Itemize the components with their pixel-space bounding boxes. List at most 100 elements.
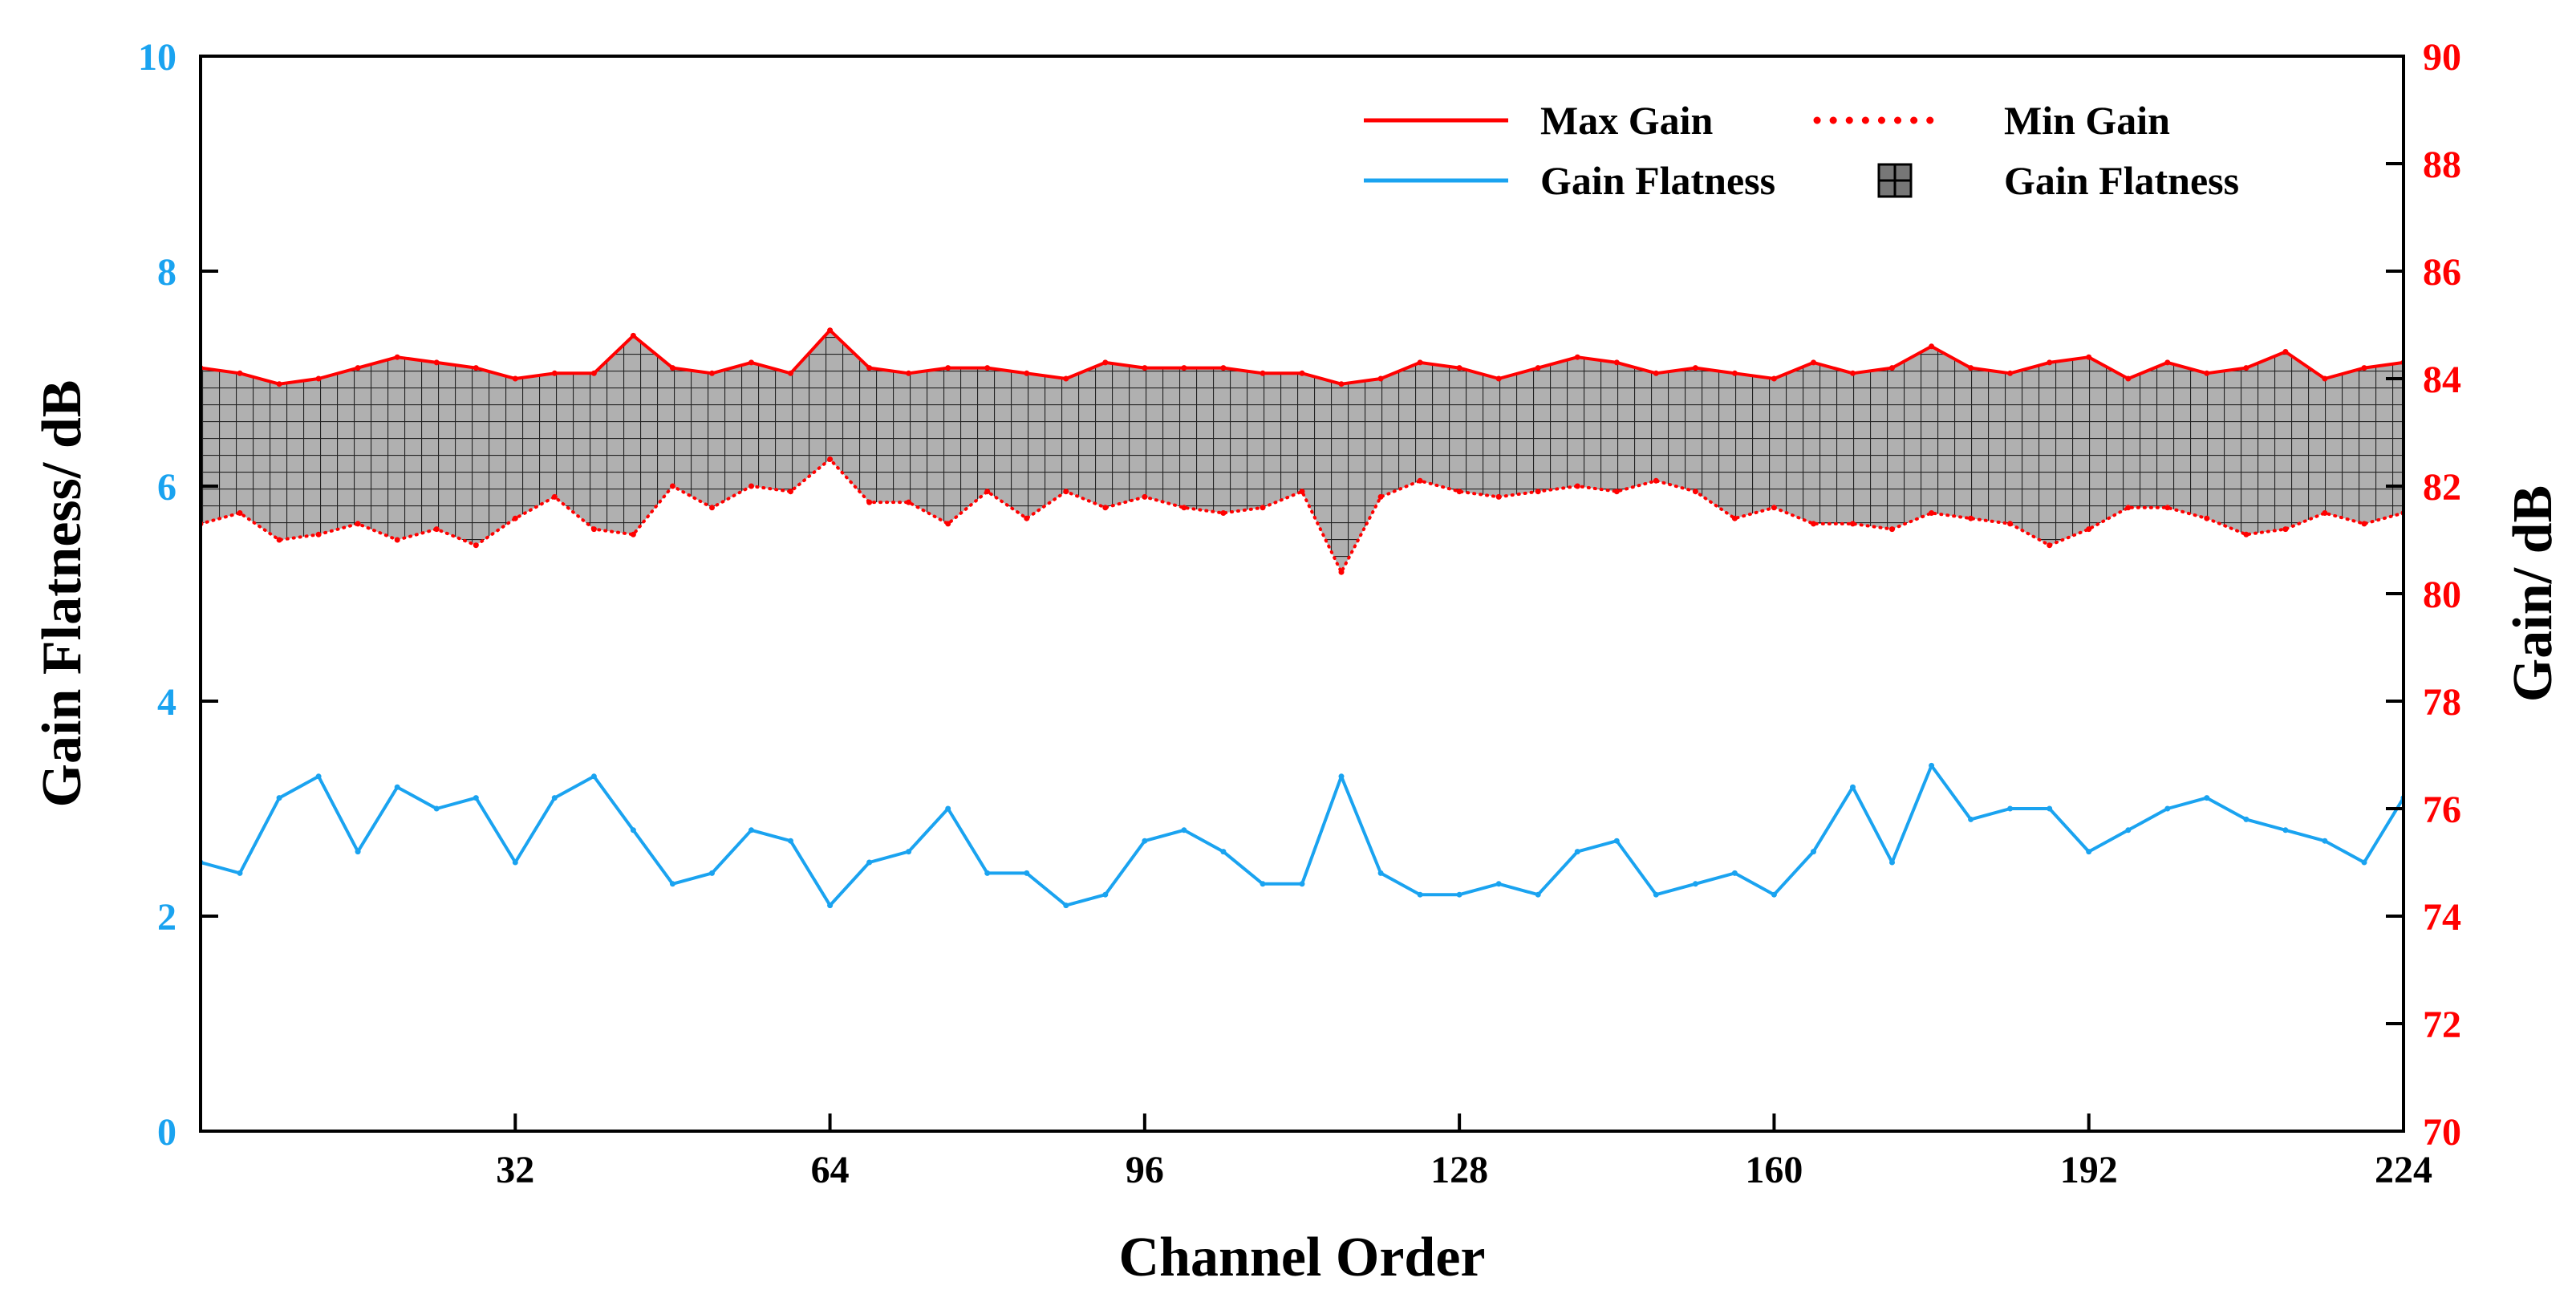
max-gain-point (945, 365, 951, 371)
max-gain-point (1692, 365, 1698, 371)
min-gain-point (827, 456, 834, 462)
gain-flatness-point (1850, 784, 1856, 790)
max-gain-point (1299, 370, 1305, 376)
min-gain-point (2361, 521, 2367, 527)
min-gain-point (1613, 489, 1620, 495)
max-gain-point (1220, 365, 1227, 371)
min-gain-point (355, 521, 361, 527)
max-gain-point (2007, 370, 2014, 376)
gain-flatness-point (906, 849, 912, 855)
gain-flatness-point (2164, 805, 2171, 812)
gain-flatness-point (355, 849, 361, 855)
y-left-tick-label: 10 (138, 36, 176, 79)
gain-flatness-point (2322, 838, 2328, 844)
min-gain-point (788, 489, 793, 495)
gain-flatness-point (1181, 827, 1187, 834)
max-gain-point (1653, 370, 1659, 376)
y-axis-right-title: Gain/ dB (2502, 485, 2564, 702)
min-gain-point (551, 493, 558, 500)
gain-flatness-point (2243, 816, 2249, 822)
min-gain-point (2204, 515, 2210, 521)
min-gain-point (945, 521, 951, 527)
max-gain-point (2361, 365, 2367, 371)
max-gain-point (1181, 365, 1187, 371)
x-tick-label: 96 (1126, 1149, 1164, 1191)
max-gain-point (1850, 370, 1856, 376)
y-right-tick-label: 72 (2423, 1004, 2461, 1046)
gain-flatness-point (237, 870, 243, 876)
gain-flatness-point (2282, 827, 2289, 834)
gain-flatness-point (1024, 870, 1030, 876)
gain-flatness-point (2125, 827, 2132, 834)
gain-flatness-point (709, 870, 715, 876)
max-gain-point (1338, 381, 1345, 387)
min-gain-point (2125, 505, 2132, 511)
max-gain-point (1731, 370, 1738, 376)
x-tick-label: 128 (1430, 1149, 1488, 1191)
gain-flatness-point (1260, 881, 1266, 887)
min-gain-point (1260, 505, 1266, 511)
gain-flatness-point (1535, 891, 1541, 898)
max-gain-point (1574, 354, 1580, 360)
gain-flatness-point (1574, 849, 1580, 855)
min-gain-point (590, 526, 597, 533)
gain-flatness-point (1929, 762, 1935, 769)
max-gain-point (1063, 375, 1069, 382)
gain-flatness-point (590, 773, 597, 780)
min-gain-point (2164, 505, 2171, 511)
min-gain-point (2282, 526, 2289, 533)
min-gain-point (1495, 493, 1502, 500)
min-gain-point (433, 526, 440, 533)
gain-flatness-region (201, 330, 2404, 573)
min-gain-point (984, 489, 991, 495)
gain-flatness-point (1495, 881, 1502, 887)
y-right-tick-label: 80 (2423, 574, 2461, 616)
min-gain-point (709, 505, 715, 511)
gain-flatness-point (1613, 838, 1620, 844)
min-gain-point (1377, 493, 1384, 500)
max-gain-point (1968, 365, 1974, 371)
max-gain-point (2164, 359, 2171, 366)
min-gain-point (1535, 489, 1541, 495)
min-gain-point (1574, 483, 1580, 489)
max-gain-point (315, 375, 322, 382)
max-gain-point (590, 370, 597, 376)
min-gain-point (1456, 489, 1462, 495)
gain-flatness-point (1102, 891, 1109, 898)
plot-frame (199, 55, 2405, 1133)
min-gain-point (1692, 489, 1698, 495)
min-gain-point (1338, 569, 1345, 575)
gain-flatness-point (276, 795, 282, 801)
gain-flatness-point (2047, 805, 2053, 812)
min-gain-point (1063, 489, 1069, 495)
max-gain-point (669, 365, 675, 371)
min-gain-point (1142, 493, 1148, 500)
max-gain-point (1377, 375, 1384, 382)
legend-flatness-line-label: Gain Flatness (1540, 158, 1775, 203)
y-right-tick-label: 70 (2423, 1111, 2461, 1154)
max-gain-point (512, 375, 518, 382)
min-gain-point (1771, 505, 1777, 511)
gain-flatness-point (1417, 891, 1423, 898)
max-gain-point (394, 354, 400, 360)
legend: Max Gain Min Gain Gain Flatness Gain Fla… (1364, 98, 2239, 203)
gain-flatness-point (394, 784, 400, 790)
min-gain-point (473, 542, 479, 549)
legend-min-gain-label: Min Gain (2004, 98, 2170, 143)
gain-flatness-point (1889, 859, 1895, 866)
gain-flatness-point (1811, 849, 1816, 855)
min-gain-point (2322, 510, 2328, 516)
max-gain-point (276, 381, 282, 387)
gain-flatness-point (984, 870, 991, 876)
gain-flatness-point (1377, 870, 1384, 876)
y-axis-left-title: Gain Flatness/ dB (31, 380, 93, 808)
max-gain-point (1495, 375, 1502, 382)
max-gain-point (1102, 359, 1109, 366)
max-gain-point (2125, 375, 2132, 382)
y-left-tick-label: 8 (157, 251, 176, 294)
max-gain-point (1613, 359, 1620, 366)
min-gain-point (906, 499, 912, 505)
min-gain-point (866, 499, 873, 505)
max-gain-point (906, 370, 912, 376)
